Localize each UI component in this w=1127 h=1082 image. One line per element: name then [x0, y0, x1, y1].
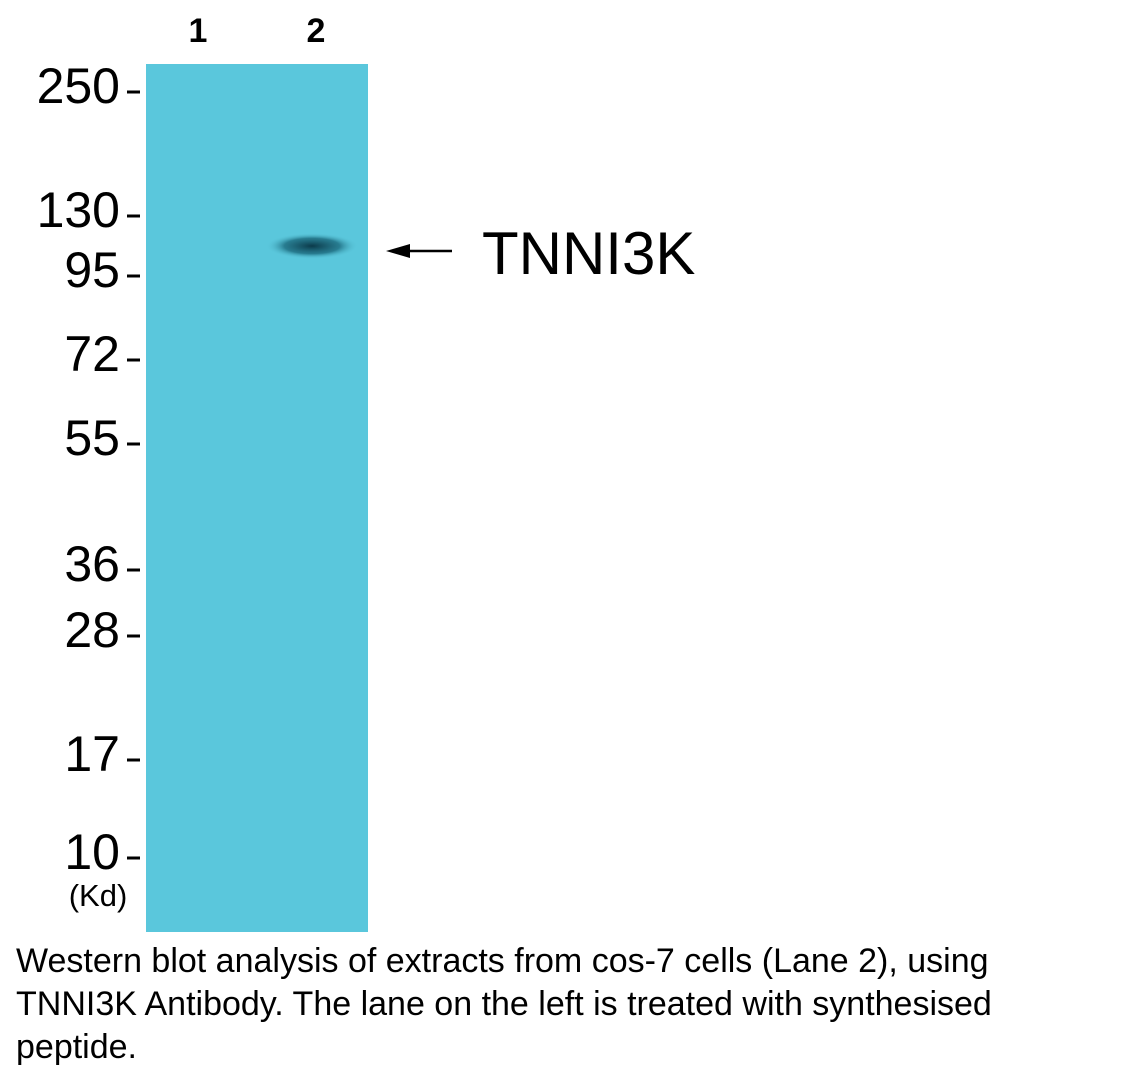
marker-label: 95	[64, 242, 120, 298]
band-label: TNNI3K	[482, 220, 695, 287]
band	[266, 233, 358, 259]
marker-label: 36	[64, 536, 120, 592]
caption: Western blot analysis of extracts from c…	[16, 942, 992, 1066]
marker-label: 130	[37, 182, 120, 238]
membrane	[146, 64, 368, 932]
marker-label: 17	[64, 726, 120, 782]
marker-label: 10	[64, 824, 120, 880]
marker-label: 28	[64, 602, 120, 658]
marker-label: 250	[37, 58, 120, 114]
arrow-head	[386, 244, 410, 258]
unit-label: (Kd)	[69, 878, 128, 913]
lane-label: 1	[189, 12, 208, 50]
marker-label: 72	[64, 326, 120, 382]
lane-label: 2	[307, 12, 326, 50]
marker-label: 55	[64, 410, 120, 466]
